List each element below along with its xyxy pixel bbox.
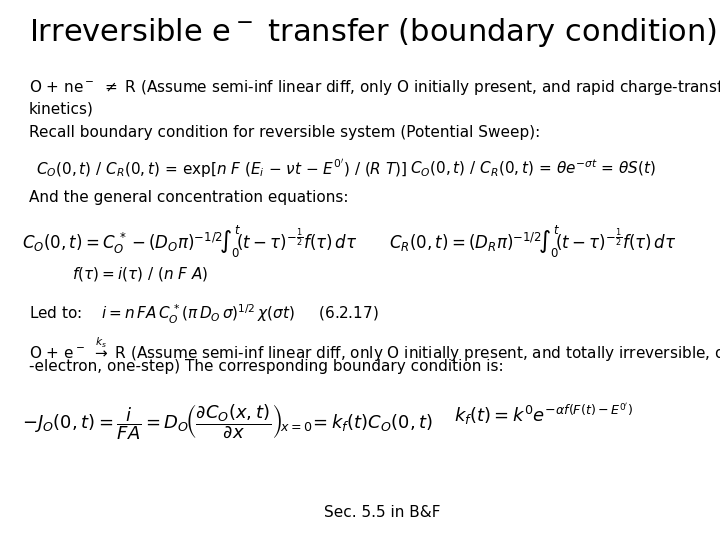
Text: Sec. 5.5 in B&F: Sec. 5.5 in B&F — [324, 505, 441, 520]
Text: -electron, one-step) The corresponding boundary condition is:: -electron, one-step) The corresponding b… — [29, 359, 503, 374]
Text: $C_O(0,t) = C_O^{\,*} - (D_O\pi)^{-1/2}\!\int_0^t\!(t-\tau)^{-\frac{1}{2}}f(\tau: $C_O(0,t) = C_O^{\,*} - (D_O\pi)^{-1/2}\… — [22, 224, 357, 260]
Text: Recall boundary condition for reversible system (Potential Sweep):: Recall boundary condition for reversible… — [29, 125, 540, 140]
Text: O + ne$^-$ $\neq$ R (Assume semi-inf linear diff, only O initially present, and : O + ne$^-$ $\neq$ R (Assume semi-inf lin… — [29, 78, 720, 97]
Text: $C_O(0,t)$ / $C_R(0,t)$ = exp[$n$ $F$ ($E_i$ $-$ $\nu t$ $-$ $E^{0'}$) / ($R$ $T: $C_O(0,t)$ / $C_R(0,t)$ = exp[$n$ $F$ ($… — [36, 158, 408, 180]
Text: $C_R(0,t) = (D_R\pi)^{-1/2}\!\int_0^t\!(t-\tau)^{-\frac{1}{2}}f(\tau)\,d\tau$: $C_R(0,t) = (D_R\pi)^{-1/2}\!\int_0^t\!(… — [389, 224, 676, 260]
Text: Led to:    $i = n\,FA\,C_O^{\,*}(\pi\,D_O\,\sigma)^{1/2}\,\chi(\sigma t)$     (6: Led to: $i = n\,FA\,C_O^{\,*}(\pi\,D_O\,… — [29, 302, 379, 326]
Text: $-J_O(0,t) = \dfrac{i}{FA} = D_O\!\left(\dfrac{\partial C_O(x,t)}{\partial x}\ri: $-J_O(0,t) = \dfrac{i}{FA} = D_O\!\left(… — [22, 402, 433, 442]
Text: $f(\tau) = i(\tau)$ / ($n$ $F$ $A$): $f(\tau) = i(\tau)$ / ($n$ $F$ $A$) — [72, 265, 208, 282]
Text: $C_O(0,t)$ / $C_R(0,t)$ = $\theta e^{-\sigma t}$ = $\theta S(t)$: $C_O(0,t)$ / $C_R(0,t)$ = $\theta e^{-\s… — [410, 158, 657, 179]
Text: kinetics): kinetics) — [29, 102, 94, 117]
Text: $k_f(t) = k^0 e^{-\alpha f(F(t)-E^{0'})}$: $k_f(t) = k^0 e^{-\alpha f(F(t)-E^{0'})}… — [454, 402, 633, 428]
Text: And the general concentration equations:: And the general concentration equations: — [29, 190, 348, 205]
Text: O + e$^-$ $\overset{k_s}{\rightarrow}$ R (Assume semi-inf linear diff, only O in: O + e$^-$ $\overset{k_s}{\rightarrow}$ R… — [29, 336, 720, 364]
Text: Irreversible e$^-$ transfer (boundary condition): Irreversible e$^-$ transfer (boundary co… — [29, 16, 717, 49]
